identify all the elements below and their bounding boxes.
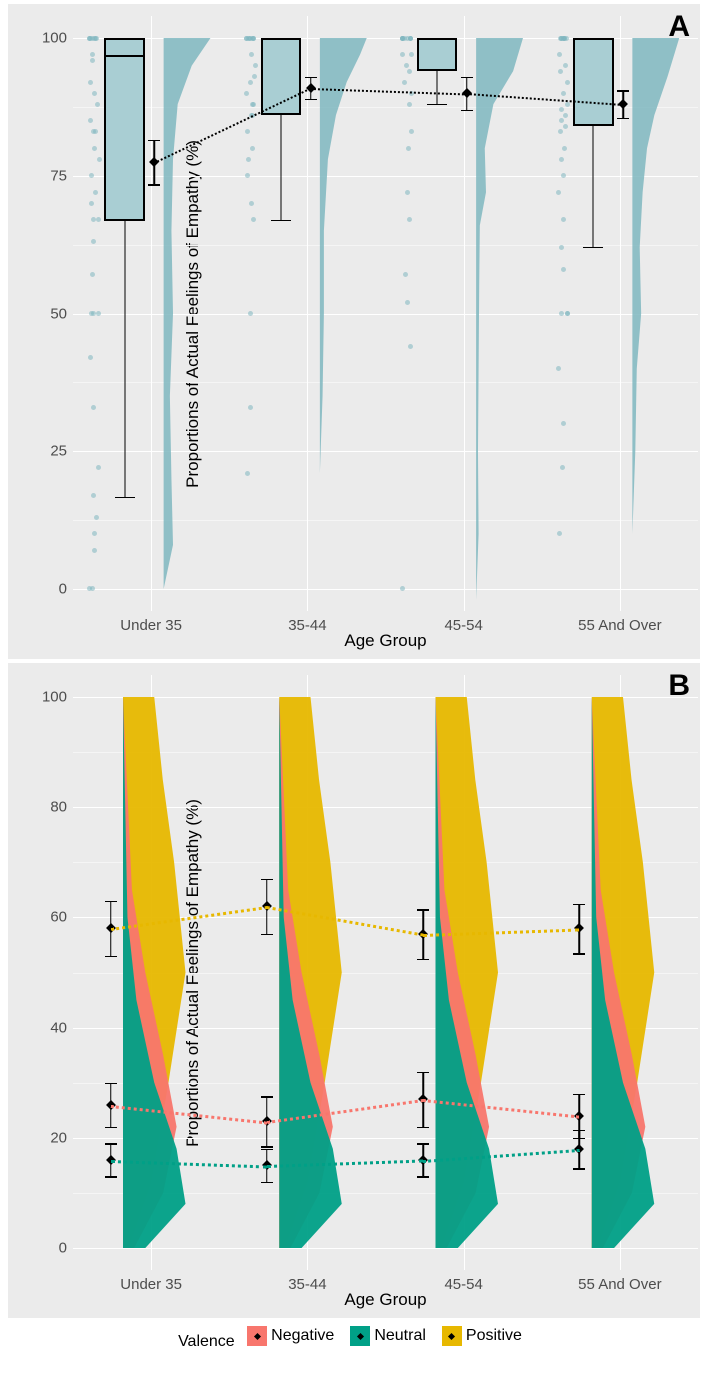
ytick-a: 25: [50, 443, 67, 460]
xtick-b: 45-54: [444, 1276, 482, 1293]
ytick-b: 0: [59, 1239, 67, 1256]
legend-label: Negative: [271, 1327, 334, 1345]
legend-swatch: [442, 1326, 462, 1346]
plot-area-a: Proportions of Actual Feelings of Empath…: [73, 16, 698, 611]
ytick-a: 0: [59, 580, 67, 597]
xtick-b: 55 And Over: [578, 1276, 661, 1293]
panel-a: Proportions of Actual Feelings of Empath…: [8, 4, 700, 659]
panel-b: Proportions of Actual Feelings of Empath…: [8, 663, 700, 1318]
legend-item-negative: Negative: [247, 1326, 334, 1346]
legend-swatch: [247, 1326, 267, 1346]
ytick-a: 75: [50, 167, 67, 184]
ytick-b: 40: [50, 1019, 67, 1036]
legend-item-positive: Positive: [442, 1326, 522, 1346]
ytick-a: 50: [50, 305, 67, 322]
plot-area-b: Proportions of Actual Feelings of Empath…: [73, 675, 698, 1270]
half-violin-a: [632, 38, 679, 534]
legend-swatch: [350, 1326, 370, 1346]
xtick-b: Under 35: [120, 1276, 182, 1293]
legend-item-neutral: Neutral: [350, 1326, 426, 1346]
legend-label: Positive: [466, 1327, 522, 1345]
ytick-a: 100: [42, 30, 67, 47]
legend-label: Neutral: [374, 1327, 426, 1345]
xtick-a: 35-44: [288, 617, 326, 634]
panel-label-a: A: [668, 10, 690, 44]
ytick-b: 60: [50, 909, 67, 926]
xtick-a: 45-54: [444, 617, 482, 634]
legend-title: Valence: [178, 1333, 235, 1350]
ytick-b: 100: [42, 689, 67, 706]
legend: Valence Negative Neutral Positive: [0, 1322, 708, 1363]
xlabel-b: Age Group: [344, 1290, 426, 1310]
xlabel-a: Age Group: [344, 631, 426, 651]
xtick-b: 35-44: [288, 1276, 326, 1293]
xtick-a: 55 And Over: [578, 617, 661, 634]
xtick-a: Under 35: [120, 617, 182, 634]
panel-label-b: B: [668, 669, 690, 703]
ytick-b: 20: [50, 1129, 67, 1146]
ytick-b: 80: [50, 799, 67, 816]
